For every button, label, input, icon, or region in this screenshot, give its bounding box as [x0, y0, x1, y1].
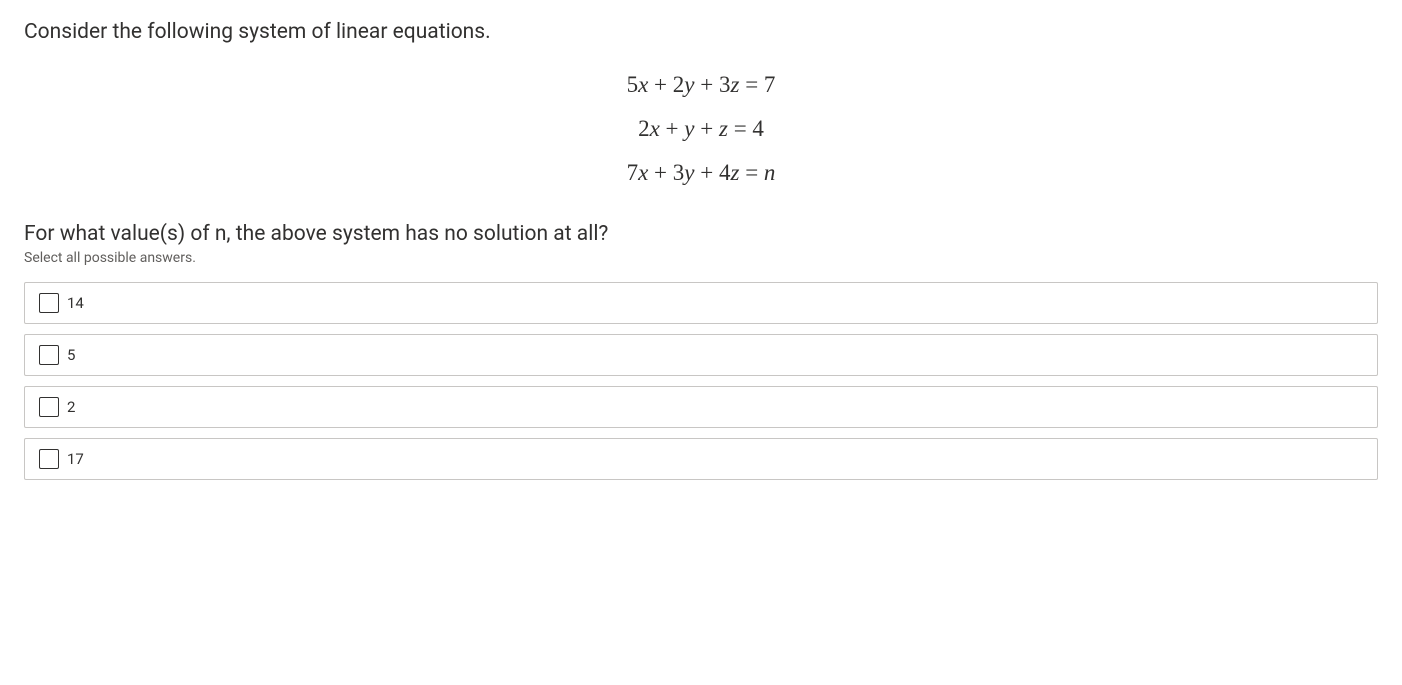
- option-1[interactable]: 5: [24, 334, 1378, 376]
- option-label: 2: [67, 398, 75, 416]
- equation-3: 7x + 3y + 4z = n: [24, 160, 1378, 186]
- option-label: 14: [67, 294, 84, 312]
- question-prompt: For what value(s) of n, the above system…: [24, 222, 1378, 246]
- checkbox-icon[interactable]: [39, 449, 59, 469]
- checkbox-icon[interactable]: [39, 397, 59, 417]
- equations-block: 5x + 2y + 3z = 7 2x + y + z = 4 7x + 3y …: [24, 72, 1378, 186]
- option-3[interactable]: 17: [24, 438, 1378, 480]
- option-2[interactable]: 2: [24, 386, 1378, 428]
- question-hint: Select all possible answers.: [24, 250, 1378, 266]
- checkbox-icon[interactable]: [39, 345, 59, 365]
- option-label: 5: [67, 346, 75, 364]
- equation-1: 5x + 2y + 3z = 7: [24, 72, 1378, 98]
- equation-2: 2x + y + z = 4: [24, 116, 1378, 142]
- option-0[interactable]: 14: [24, 282, 1378, 324]
- question-intro: Consider the following system of linear …: [24, 20, 1378, 44]
- checkbox-icon[interactable]: [39, 293, 59, 313]
- options-list: 14 5 2 17: [24, 282, 1378, 480]
- option-label: 17: [67, 450, 84, 468]
